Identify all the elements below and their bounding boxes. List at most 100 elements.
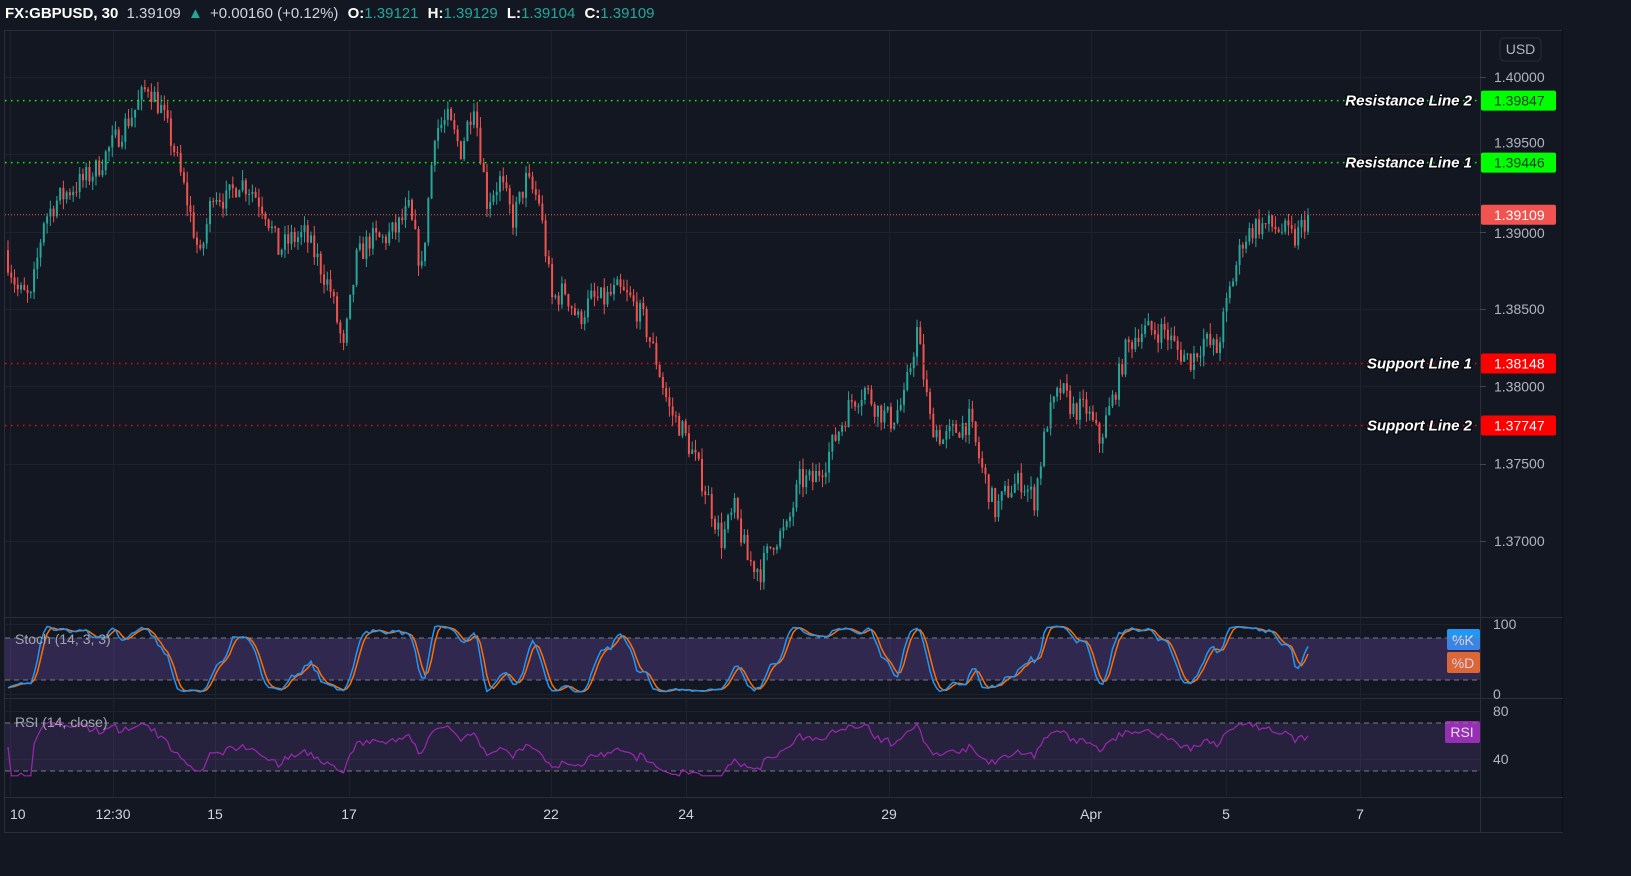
candle-body	[655, 343, 658, 365]
candle-body	[554, 295, 557, 298]
candle	[541, 195, 544, 224]
candle	[62, 180, 65, 210]
candle	[489, 192, 492, 218]
candle-body	[1111, 394, 1114, 407]
candle-body	[1023, 491, 1026, 493]
candle-body	[463, 140, 466, 160]
candle	[49, 200, 52, 226]
candle	[280, 248, 283, 258]
candle	[352, 284, 355, 303]
candle	[902, 382, 905, 413]
candle	[723, 521, 726, 550]
candle-body	[469, 121, 472, 125]
candle	[1017, 470, 1020, 491]
candle-body	[844, 425, 847, 428]
stoch-title[interactable]: Stoch (14, 3, 3)	[15, 631, 111, 647]
candle	[59, 187, 62, 205]
candle-body	[1069, 390, 1072, 415]
candle	[938, 424, 941, 446]
candle	[841, 422, 844, 437]
last-price-line: 1.39109	[5, 204, 1556, 225]
candle	[538, 189, 541, 207]
candle-body	[932, 413, 935, 438]
currency-button[interactable]: USD	[1499, 37, 1542, 62]
candle-body	[1163, 323, 1166, 330]
rsi-tick-80: 80	[1493, 703, 1509, 719]
candle	[609, 283, 612, 297]
candle	[267, 218, 270, 232]
time-axis[interactable]: 10 12:30 15 17 22 24 29 Apr 5 7	[10, 806, 1364, 822]
level-label: Resistance Line 1	[1345, 155, 1472, 172]
candle-body	[72, 191, 75, 196]
horizontal-line-resistance-line-2[interactable]: Resistance Line 2 1.39847	[5, 90, 1556, 111]
candle	[274, 225, 277, 233]
time-tick-label: Apr	[1080, 806, 1102, 822]
candle	[1235, 261, 1238, 286]
candle-body	[772, 548, 775, 550]
candle	[10, 264, 13, 284]
candle-body	[55, 200, 58, 217]
candle	[1264, 223, 1267, 229]
level-price-badge	[1481, 152, 1556, 173]
candle-body	[599, 287, 602, 298]
candle-body	[349, 294, 352, 319]
candle-body	[371, 228, 374, 249]
candle-body	[65, 192, 68, 200]
rsi-title[interactable]: RSI (14, close)	[15, 714, 108, 730]
candle-body	[91, 176, 94, 182]
candle-body	[521, 191, 524, 198]
candle	[104, 149, 107, 176]
candle	[1284, 218, 1287, 235]
candle-body	[1059, 387, 1062, 393]
candle	[7, 240, 9, 276]
candle-body	[805, 475, 808, 488]
candle-body	[495, 191, 498, 196]
candle	[407, 190, 410, 209]
candle-body	[127, 118, 130, 127]
up-triangle-icon: ▲	[188, 5, 203, 22]
candle-body	[629, 292, 632, 296]
candle	[922, 333, 925, 387]
candle	[775, 544, 778, 554]
candle-body	[290, 231, 293, 244]
candle-body	[1205, 333, 1208, 339]
candle	[593, 282, 596, 307]
candle-body	[730, 512, 733, 516]
candle-body	[557, 295, 560, 305]
level-price-badge	[1481, 353, 1556, 374]
candle	[665, 382, 668, 402]
horizontal-lines[interactable]: Resistance Line 2 1.39847 Resistance Line …	[5, 90, 1556, 436]
candle	[1196, 352, 1199, 362]
candle-body	[10, 272, 13, 278]
candle	[635, 292, 638, 329]
candle	[323, 264, 326, 294]
candle-body	[7, 250, 9, 273]
candle-body	[759, 569, 762, 583]
candle	[394, 213, 397, 240]
candle-body	[880, 405, 883, 423]
candle-body	[1134, 337, 1137, 350]
candle-body	[1137, 337, 1140, 342]
stoch-d-badge: %D	[1447, 652, 1480, 673]
horizontal-line-support-line-1[interactable]: Support Line 1 1.38148	[5, 353, 1556, 374]
candle	[248, 188, 251, 206]
price-axis[interactable]: 1.40000 1.39500 1.39000 1.38500 1.38000 1.375…	[1480, 69, 1545, 549]
symbol-interval[interactable]: FX:GBPUSD, 30	[5, 5, 118, 22]
candle	[453, 113, 456, 135]
time-tick-label: 7	[1356, 806, 1364, 822]
candle-body	[329, 279, 332, 292]
time-tick-label: 22	[543, 806, 559, 822]
stoch-k-label: %K	[1452, 632, 1474, 648]
horizontal-line-resistance-line-1[interactable]: Resistance Line 1 1.39446	[5, 152, 1556, 173]
candle-body	[528, 172, 531, 177]
candle	[310, 231, 313, 244]
candle	[948, 418, 951, 440]
candle-body	[1222, 311, 1225, 343]
stoch-k-badge: %K	[1447, 629, 1480, 650]
candle-body	[567, 294, 570, 307]
candle-body	[681, 421, 684, 436]
candle-body	[1150, 321, 1153, 331]
candle-body	[160, 104, 163, 113]
horizontal-line-support-line-2[interactable]: Support Line 2 1.37747	[5, 415, 1556, 436]
